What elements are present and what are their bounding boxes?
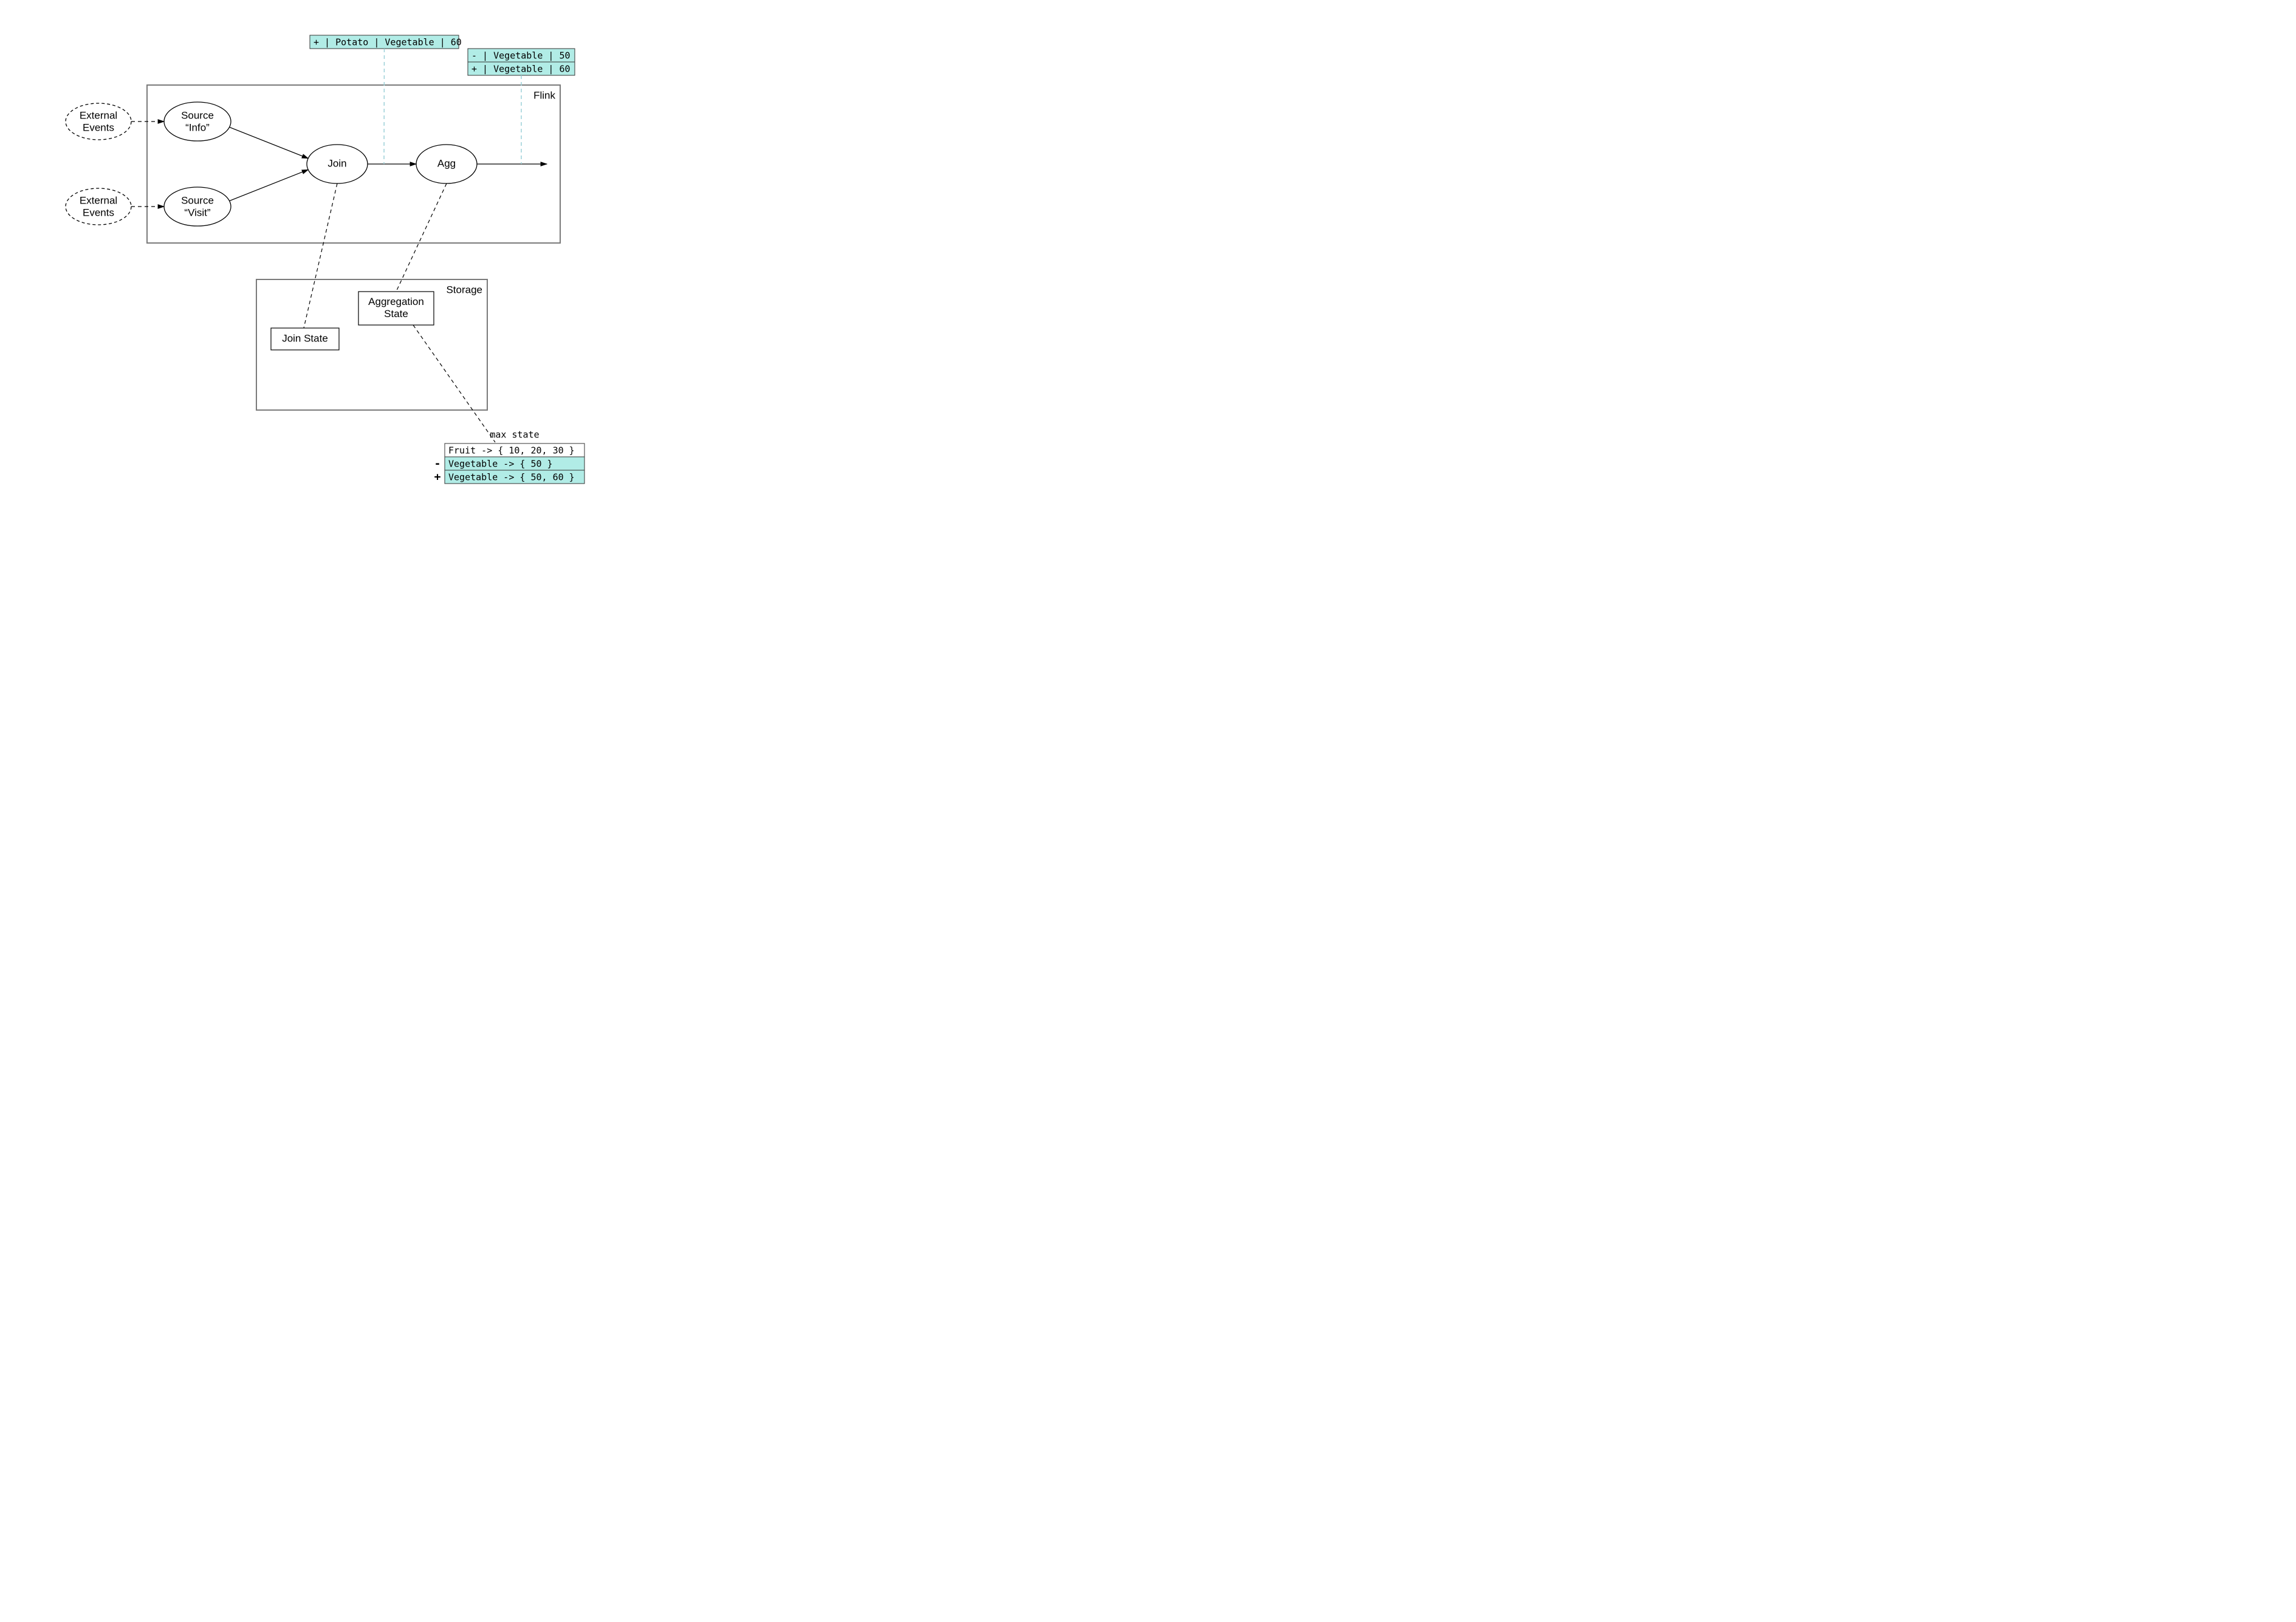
srcVisit-label2: “Visit” <box>184 207 210 218</box>
agg-label: Agg <box>437 157 456 169</box>
ext1-label1: External <box>80 109 117 121</box>
agg-state-label2: State <box>384 308 408 320</box>
ext2-label2: Events <box>83 207 114 218</box>
srcVisit-label1: Source <box>181 194 214 206</box>
max-state-title: max state <box>490 429 539 440</box>
agg-out-row-0-text: - | Vegetable | 50 <box>471 50 571 61</box>
srcInfo-label1: Source <box>181 109 214 121</box>
max-state-row-2-sign: + <box>434 471 441 484</box>
max-state-row-1-sign: - <box>434 457 441 470</box>
max-state-row-0-text: Fruit -> { 10, 20, 30 } <box>448 445 575 456</box>
join-label: Join <box>327 157 346 169</box>
agg-state-label1: Aggregation <box>368 296 424 307</box>
join-state-label: Join State <box>282 332 328 344</box>
ext1-label2: Events <box>83 121 114 133</box>
agg-out-row-1-text: + | Vegetable | 60 <box>471 64 571 75</box>
storage-label: Storage <box>446 284 482 295</box>
srcInfo-label2: “Info” <box>185 121 210 133</box>
max-state-row-1-text: Vegetable -> { 50 } <box>448 459 553 470</box>
flink-label: Flink <box>533 89 555 101</box>
ext2-label1: External <box>80 194 117 206</box>
max-state-row-2-text: Vegetable -> { 50, 60 } <box>448 472 575 483</box>
join-out-row-0-text: + | Potato | Vegetable | 60 <box>314 37 462 48</box>
